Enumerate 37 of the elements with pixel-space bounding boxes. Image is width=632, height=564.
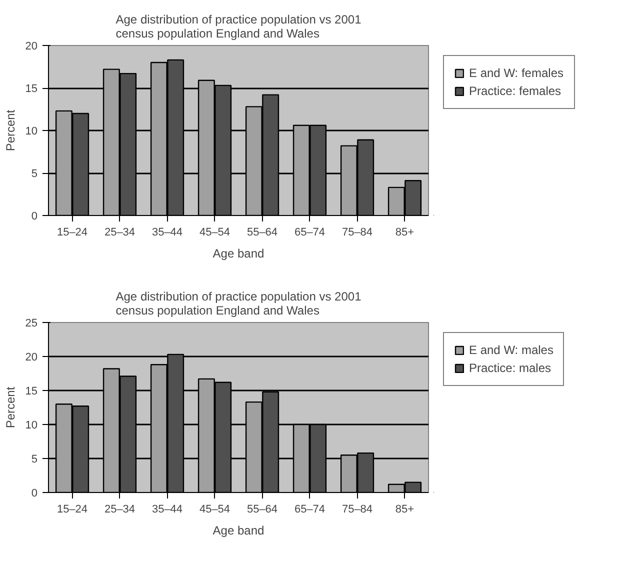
- legend-label: E and W: males: [469, 343, 554, 357]
- y-tick-label: 0: [31, 488, 38, 500]
- x-tick-label: 25–34: [104, 504, 136, 516]
- x-tick-label: 15–24: [56, 226, 88, 238]
- x-tick-label: 55–64: [246, 504, 278, 516]
- legend-label: E and W: females: [469, 66, 564, 80]
- y-tick-label: 10: [25, 126, 38, 138]
- x-tick-label: 35–44: [152, 504, 183, 516]
- x-tick-label: 45–54: [199, 504, 230, 516]
- x-tick-label: 35–44: [152, 226, 183, 238]
- legend-label: Practice: females: [469, 84, 562, 98]
- chart-title: Age distribution of practice population vs 2001 census population England and Wales: [116, 12, 362, 40]
- x-tick-label: 85+: [395, 504, 414, 516]
- y-tick-label: 10: [25, 420, 38, 432]
- y-tick-label: 25: [25, 318, 38, 330]
- y-tick-label: 15: [25, 83, 38, 95]
- x-tick-label: 75–84: [342, 226, 373, 238]
- x-tick-label: 85+: [395, 226, 414, 238]
- y-axis-title: Percent: [3, 109, 18, 152]
- y-tick-label: 5: [31, 454, 38, 466]
- y-tick-label: 20: [25, 352, 38, 364]
- x-tick-label: 15–24: [56, 504, 88, 516]
- x-axis-title: Age band: [212, 524, 264, 538]
- x-tick-label: 65–74: [294, 226, 326, 238]
- x-tick-label: 25–34: [104, 226, 136, 238]
- x-axis-title: Age band: [212, 246, 264, 260]
- y-tick-label: 0: [31, 210, 38, 222]
- y-tick-label: 20: [25, 40, 38, 52]
- x-tick-label: 55–64: [246, 226, 278, 238]
- x-tick-label: 45–54: [199, 226, 230, 238]
- legend-label: Practice: males: [469, 361, 552, 375]
- y-tick-label: 5: [31, 168, 38, 180]
- x-tick-label: 75–84: [342, 504, 373, 516]
- y-tick-label: 15: [25, 386, 38, 398]
- chart-title: Age distribution of practice population vs 2001 census population England and Wales: [116, 290, 362, 318]
- x-tick-label: 65–74: [294, 504, 326, 516]
- y-axis-title: Percent: [3, 386, 18, 428]
